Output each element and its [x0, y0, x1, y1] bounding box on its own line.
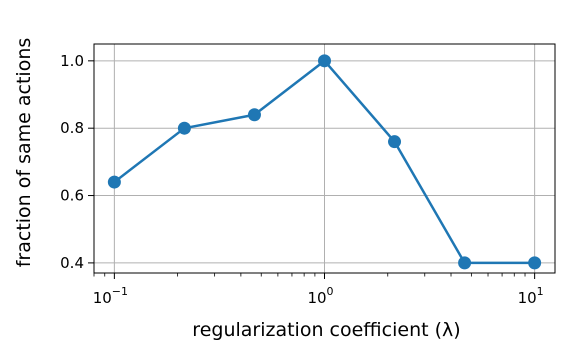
x-tick-label-base: 10: [307, 289, 326, 307]
y-tick-label: 0.8: [60, 119, 84, 137]
data-point: [107, 175, 121, 189]
x-tick-label-base: 10: [93, 289, 112, 307]
x-axis-label: regularization coefficient (λ): [192, 319, 460, 341]
x-tick-label: 100: [307, 285, 333, 307]
x-tick-label-exponent: 1: [537, 285, 544, 298]
series-layer: [107, 54, 542, 270]
data-point: [458, 256, 472, 270]
y-tick-label: 0.6: [60, 187, 84, 205]
y-tick-label: 1.0: [60, 52, 84, 70]
data-point: [247, 108, 261, 122]
data-point: [318, 54, 331, 68]
data-point: [388, 135, 402, 149]
x-tick-label: 10−1: [93, 285, 128, 307]
x-tick-label-exponent: −1: [112, 285, 128, 298]
y-axis-label: fraction of same actions: [13, 38, 35, 268]
x-tick-label-base: 10: [518, 289, 537, 307]
x-tick-label: 101: [518, 285, 544, 307]
data-point: [528, 256, 542, 270]
data-point: [177, 121, 191, 135]
y-tick-label: 0.4: [60, 254, 84, 272]
x-tick-label-exponent: 0: [327, 285, 334, 298]
grid-lines: [94, 44, 555, 273]
